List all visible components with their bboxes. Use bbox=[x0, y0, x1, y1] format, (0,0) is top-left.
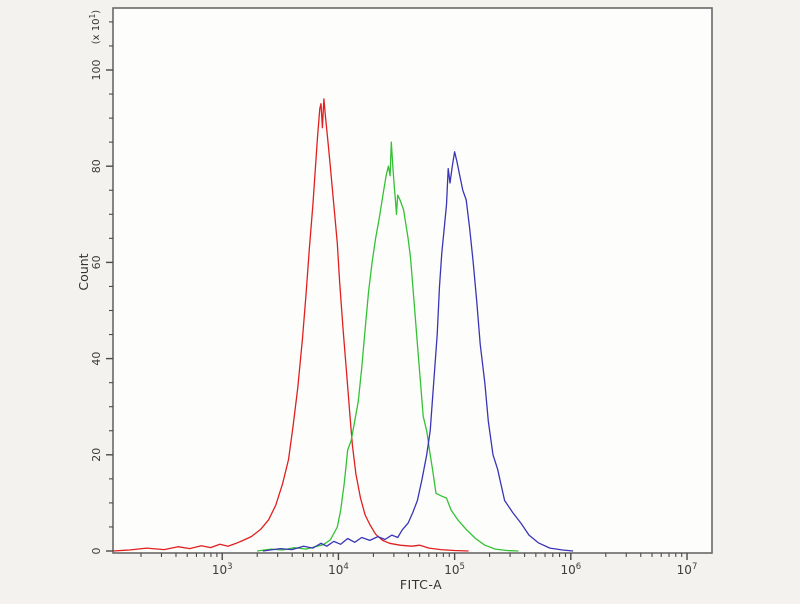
x-tick-label: 107 bbox=[677, 562, 698, 577]
x-tick-label: 104 bbox=[328, 562, 349, 577]
x-tick-label: 105 bbox=[444, 562, 465, 577]
y-tick-label: 0 bbox=[90, 548, 103, 555]
y-axis-title: Count bbox=[76, 253, 91, 290]
red-histogram-curve bbox=[112, 98, 469, 552]
y-axis-multiplier-label: (x 101) bbox=[88, 10, 102, 45]
y-tick-label: 20 bbox=[90, 448, 103, 462]
y-tick-label: 100 bbox=[90, 60, 103, 81]
green-histogram-curve bbox=[257, 141, 519, 552]
y-tick-label: 60 bbox=[90, 255, 103, 269]
x-tick-label: 106 bbox=[560, 562, 581, 577]
y-tick-label: 40 bbox=[90, 352, 103, 366]
y-tick-label: 80 bbox=[90, 159, 103, 173]
x-tick-label: 103 bbox=[212, 562, 233, 577]
x-axis-title: FITC-A bbox=[400, 577, 442, 592]
chart-layer: 103 104 105 106 107 0 20 40 60 80 100 bbox=[90, 7, 713, 577]
blue-histogram-curve bbox=[262, 151, 574, 552]
